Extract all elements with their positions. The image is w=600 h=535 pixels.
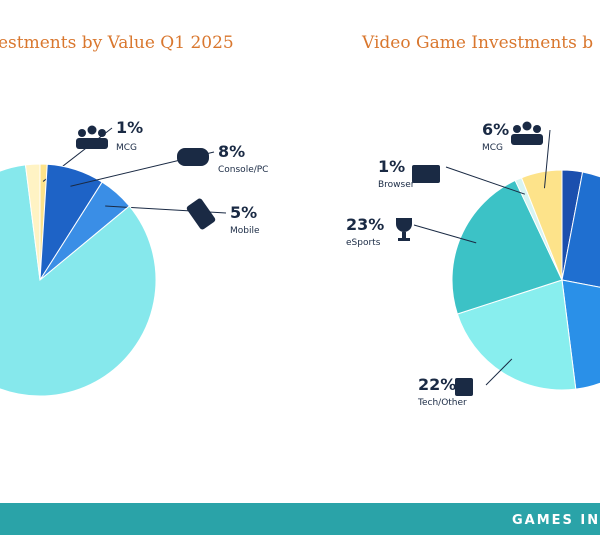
pie-slice xyxy=(451,179,563,315)
value-label: 6% xyxy=(482,120,509,139)
category-label: Tech/Other xyxy=(417,398,467,408)
footer-text: GAMES INV xyxy=(512,513,600,528)
icons xyxy=(76,121,543,396)
category-label: Browser xyxy=(378,180,415,190)
leader-line xyxy=(485,358,513,386)
category-label: eSports xyxy=(346,238,381,248)
value-label: 1% xyxy=(378,157,405,176)
chart-title: estments by Value Q1 2025 xyxy=(0,33,234,53)
pie-slice xyxy=(520,169,563,281)
pie-slice xyxy=(561,171,600,288)
category-label: MCG xyxy=(482,143,503,153)
category-label: Console/PC xyxy=(218,165,268,175)
chart-title: Video Game Investments b xyxy=(361,33,593,53)
value-label: 5% xyxy=(230,203,257,222)
value-label: 23% xyxy=(346,215,384,234)
category-label: Mobile xyxy=(230,226,260,236)
value-label: 1% xyxy=(116,118,143,137)
leader-line xyxy=(445,166,526,195)
pie-slice xyxy=(456,279,577,391)
pie-slice xyxy=(561,279,600,390)
category-label: MCG xyxy=(116,143,137,153)
pie-slice xyxy=(24,163,41,281)
leader-line xyxy=(543,129,551,189)
leader-line xyxy=(413,224,477,244)
value-label: 22% xyxy=(418,375,456,394)
value-label: 8% xyxy=(218,142,245,161)
pie-slice xyxy=(0,164,157,397)
footer-bar xyxy=(0,503,600,535)
